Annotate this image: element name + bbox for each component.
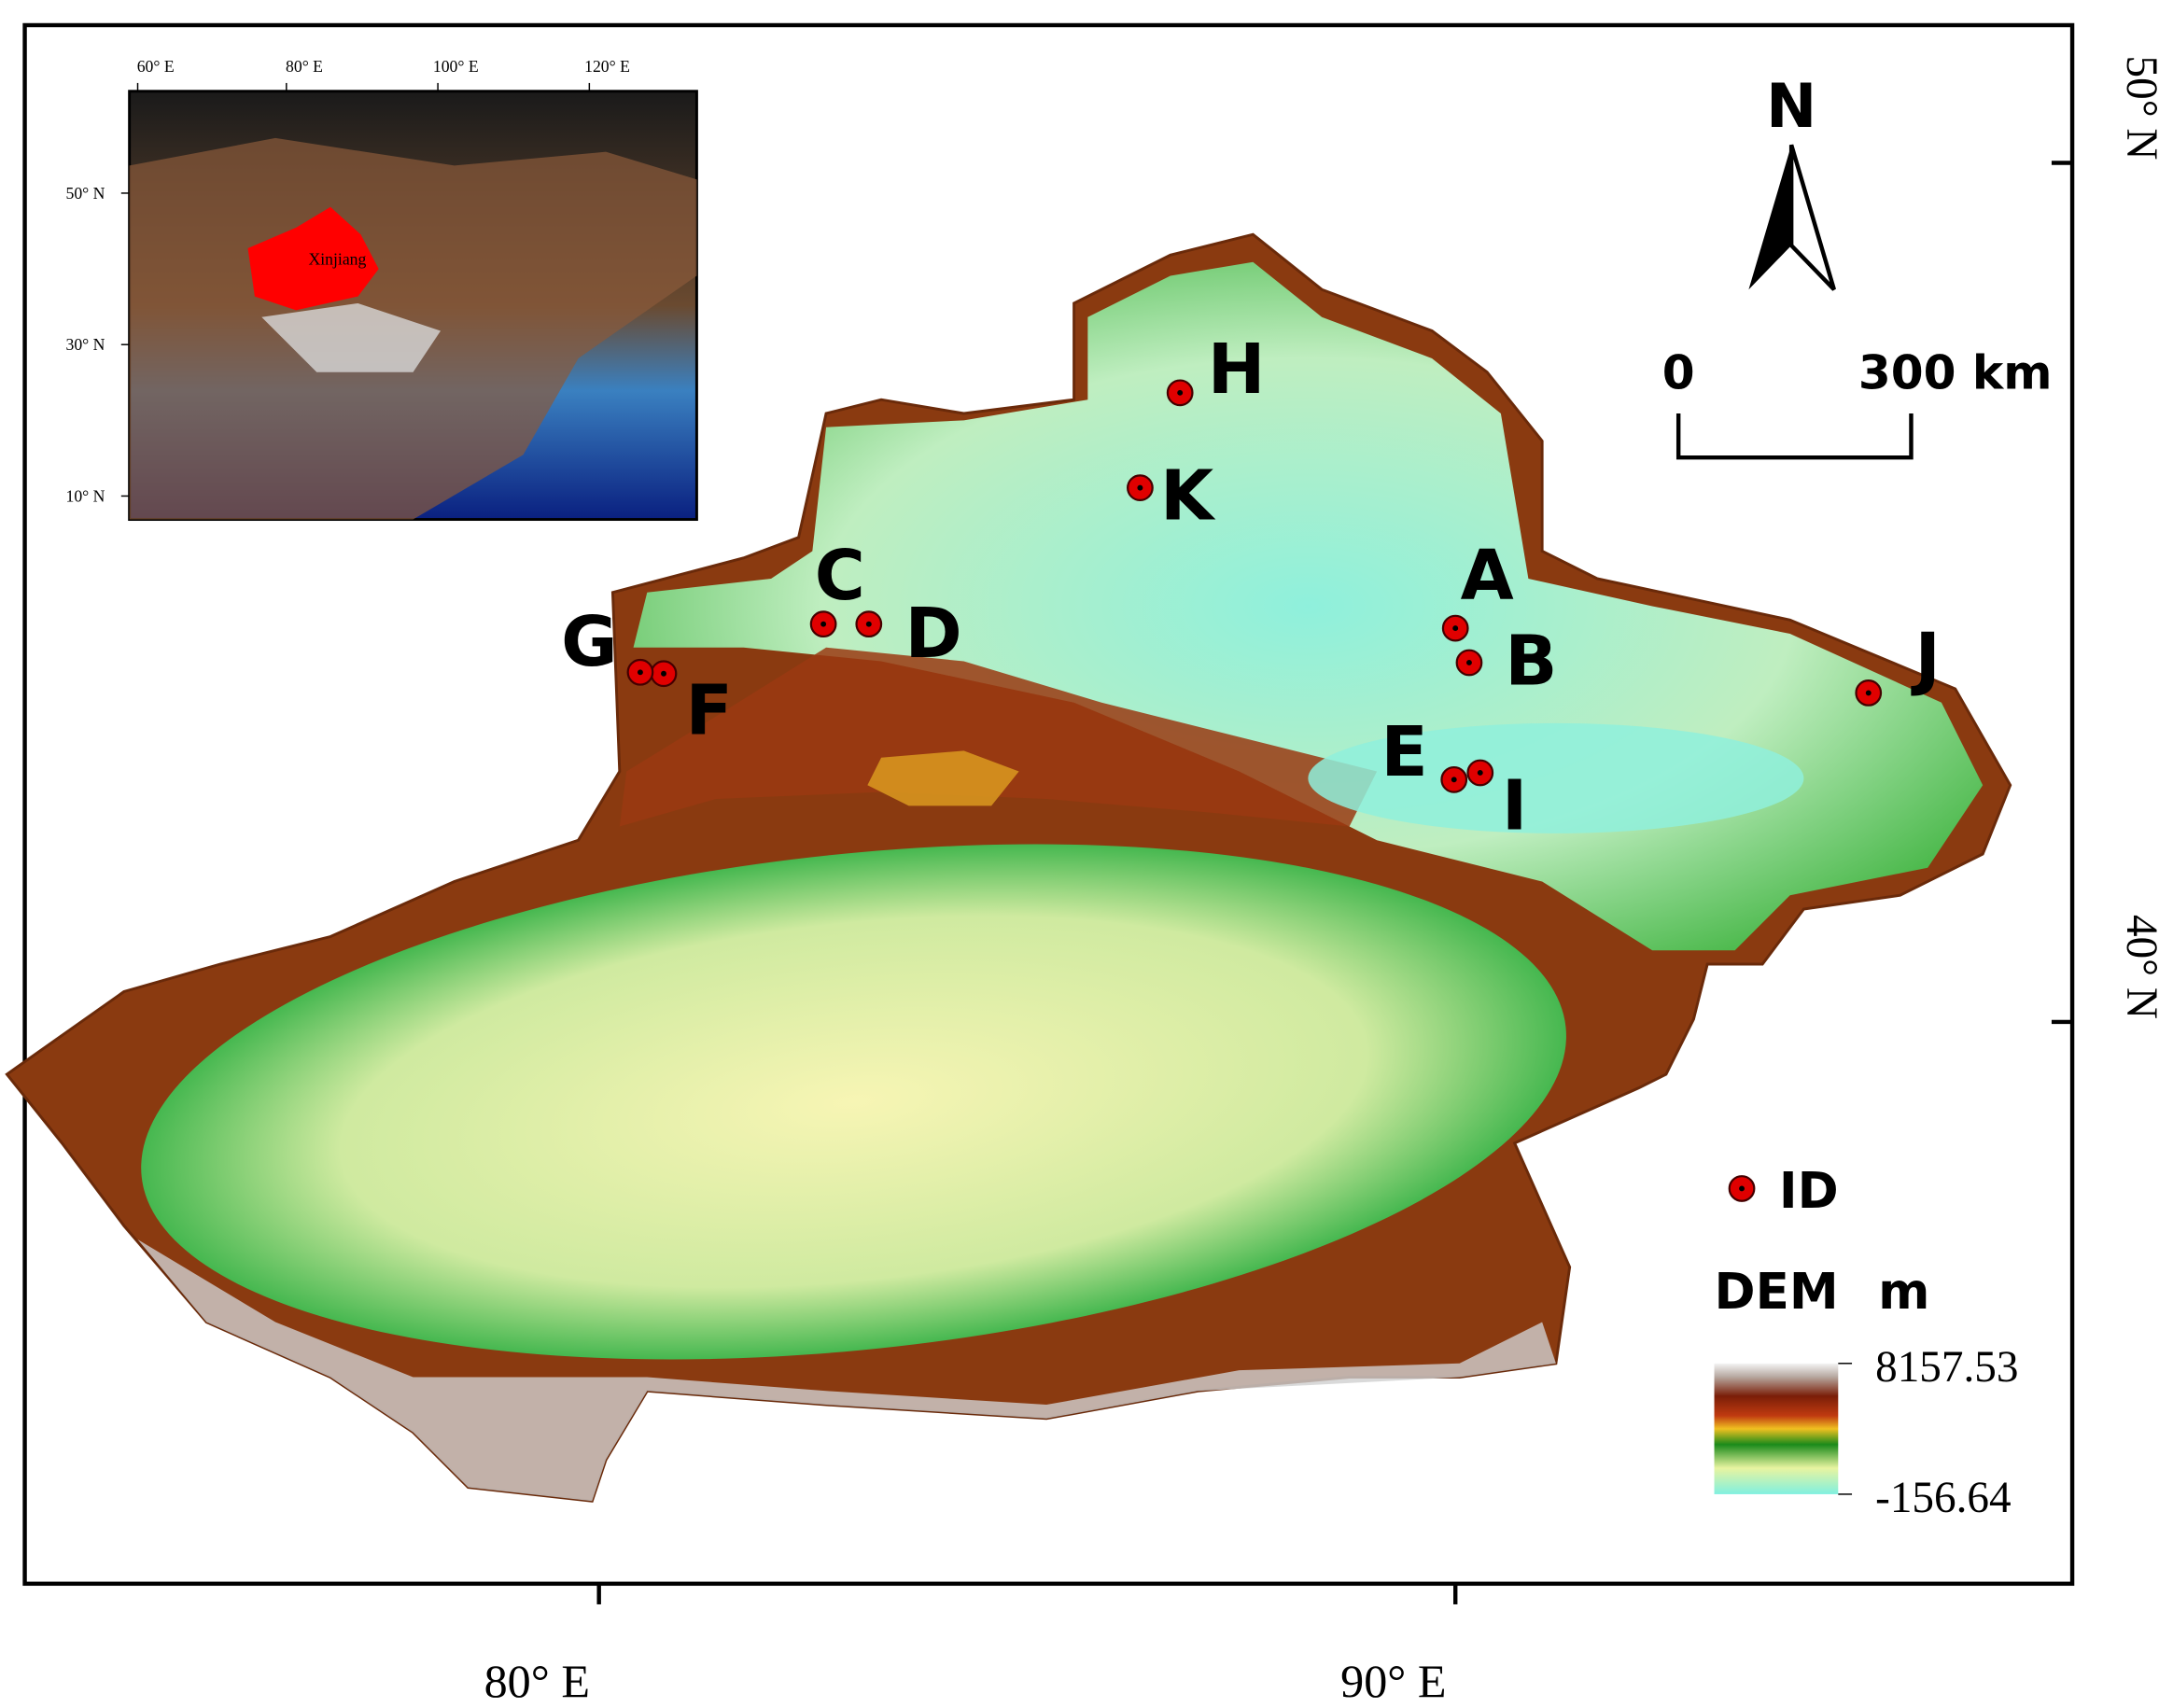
site-marker-center [637, 669, 643, 676]
legend-min: -156.64 [1875, 1474, 2011, 1522]
inset-x-label: 60° E [137, 57, 175, 76]
scale-bar [1675, 413, 1914, 460]
site-marker-center [1865, 690, 1872, 696]
inset-y-label: 30° N [65, 335, 105, 354]
legend-raster-label: DEM [1715, 1263, 1839, 1321]
inset-x-label: 100° E [433, 57, 479, 76]
site-label: K [1160, 457, 1216, 537]
inset-plateau [261, 302, 442, 372]
site-label: A [1461, 537, 1514, 616]
tianshan-range [619, 647, 1378, 827]
site-label: F [685, 672, 732, 751]
site-label: B [1505, 623, 1557, 702]
legend-point-center [1739, 1185, 1745, 1192]
north-label: N [1766, 72, 1816, 142]
north-arrow-left [1748, 145, 1792, 290]
y-tick-label: 50° N [2117, 56, 2159, 161]
scale-start: 0 [1662, 344, 1695, 399]
site-label: H [1208, 330, 1266, 410]
southern-plateau [137, 1239, 1556, 1502]
site-marker-center [1452, 625, 1459, 632]
tarim-basin [141, 844, 1566, 1360]
turpan-basin [1308, 722, 1804, 833]
inset-y-label: 50° N [65, 184, 105, 203]
x-tick-label: 90° E [1340, 1655, 1446, 1707]
site-marker-center [865, 621, 872, 627]
inset-y-label: 10° N [65, 486, 105, 505]
site-label: C [815, 537, 865, 616]
tianshan-highlight [867, 750, 1019, 806]
legend-colorbar [1714, 1363, 1839, 1494]
site-label: I [1502, 766, 1527, 846]
x-tick-label: 80° E [484, 1655, 590, 1707]
scale-end: 300 km [1858, 344, 2053, 399]
site-marker-center [1451, 777, 1457, 783]
site-label: G [561, 603, 618, 682]
site-marker-center [1466, 660, 1472, 665]
legend-unit: m [1878, 1263, 1929, 1321]
map-frame [22, 22, 2075, 1587]
inset-region [247, 206, 379, 311]
site-marker-center [661, 670, 666, 677]
legend-max: 8157.53 [1875, 1343, 2018, 1392]
site-label: E [1381, 713, 1427, 792]
y-tick-label: 40° N [2117, 915, 2159, 1019]
site-marker-center [1477, 770, 1483, 776]
inset-x-label: 120° E [584, 57, 630, 76]
site-label: J [1910, 620, 1940, 699]
legend-points-label: ID [1779, 1162, 1839, 1220]
site-marker-center [1137, 484, 1143, 491]
site-marker-center [1177, 389, 1184, 396]
inset-x-label: 80° E [286, 57, 323, 76]
north-arrow-right [1788, 144, 1836, 291]
site-marker-center [820, 621, 827, 627]
site-label: D [905, 595, 962, 674]
inset-region-label: Xinjiang [308, 250, 366, 269]
